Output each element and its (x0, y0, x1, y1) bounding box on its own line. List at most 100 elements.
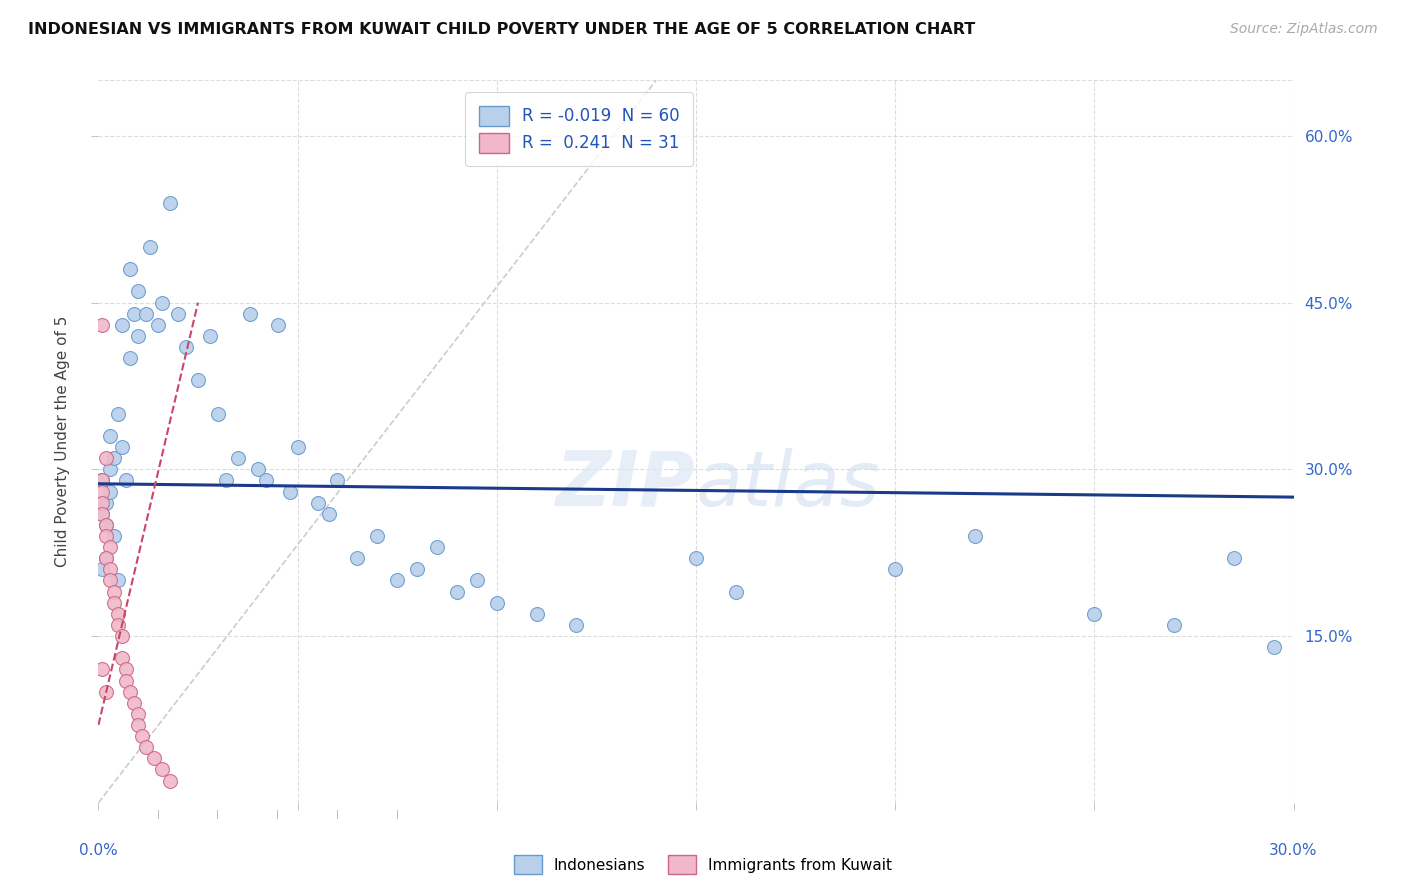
Point (127, 718, 149, 732)
Point (1223, 551, 1246, 566)
Point (207, 407, 229, 421)
Point (963, 529, 986, 543)
Point (131, 729, 153, 743)
Point (91, 496, 114, 510)
Text: |: | (336, 810, 339, 819)
Point (127, 329, 149, 343)
Point (150, 295, 173, 310)
Point (96, 551, 118, 566)
Text: 0.0%: 0.0% (79, 843, 118, 857)
Legend: Indonesians, Immigrants from Kuwait: Indonesians, Immigrants from Kuwait (508, 849, 898, 880)
Point (98, 484, 122, 499)
Point (485, 596, 508, 610)
Point (565, 618, 588, 632)
Point (96, 496, 118, 510)
Text: |: | (276, 810, 280, 819)
Point (187, 373, 209, 387)
Point (96, 551, 118, 566)
Point (226, 451, 249, 466)
Point (135, 740, 157, 755)
Point (1263, 640, 1285, 655)
Point (148, 318, 170, 332)
Text: |: | (395, 810, 399, 819)
Point (239, 307, 262, 321)
Point (159, 195, 181, 210)
Point (150, 763, 173, 777)
Point (98, 540, 122, 554)
Point (159, 773, 181, 788)
Point (385, 574, 409, 588)
Point (96, 517, 118, 532)
Text: |: | (217, 810, 219, 819)
Point (103, 596, 125, 610)
Text: atlas: atlas (696, 448, 880, 522)
Legend: R = -0.019  N = 60, R =  0.241  N = 31: R = -0.019 N = 60, R = 0.241 N = 31 (465, 92, 693, 166)
Point (124, 307, 146, 321)
Point (91, 318, 114, 332)
Point (446, 584, 468, 599)
Text: INDONESIAN VS IMMIGRANTS FROM KUWAIT CHILD POVERTY UNDER THE AGE OF 5 CORRELATIO: INDONESIAN VS IMMIGRANTS FROM KUWAIT CHI… (28, 22, 976, 37)
Point (318, 507, 340, 521)
Point (135, 307, 157, 321)
Point (91, 662, 114, 676)
Point (174, 340, 197, 354)
Text: |: | (156, 810, 160, 819)
Point (139, 240, 162, 254)
Point (115, 662, 138, 676)
Point (1083, 607, 1105, 621)
Point (346, 551, 368, 566)
Point (91, 474, 114, 488)
Point (107, 407, 129, 421)
Point (120, 351, 142, 366)
Point (215, 474, 238, 488)
Point (91, 474, 114, 488)
Point (98, 574, 122, 588)
Point (98, 429, 122, 443)
Point (287, 440, 309, 454)
Point (526, 607, 548, 621)
Point (465, 574, 488, 588)
Point (326, 474, 349, 488)
Point (685, 551, 707, 566)
Point (96, 517, 118, 532)
Point (96, 529, 118, 543)
Point (111, 651, 134, 665)
Point (406, 562, 429, 576)
Point (120, 262, 142, 277)
Point (115, 673, 138, 688)
Point (198, 329, 221, 343)
Point (111, 440, 134, 454)
Point (96, 684, 118, 698)
Point (91, 507, 114, 521)
Point (103, 451, 125, 466)
Text: 30.0%: 30.0% (1270, 843, 1317, 857)
Point (724, 584, 747, 599)
Point (1163, 618, 1185, 632)
Point (426, 540, 449, 554)
Point (884, 562, 907, 576)
Y-axis label: Child Poverty Under the Age of 5: Child Poverty Under the Age of 5 (55, 316, 70, 567)
Point (91, 507, 114, 521)
Point (96, 451, 118, 466)
Point (120, 684, 142, 698)
Point (366, 529, 388, 543)
Point (98, 562, 122, 576)
Text: ZIP: ZIP (557, 448, 696, 522)
Point (103, 529, 125, 543)
Point (246, 462, 269, 476)
Point (307, 496, 329, 510)
Point (115, 474, 138, 488)
Point (124, 696, 146, 710)
Point (107, 607, 129, 621)
Point (127, 285, 149, 299)
Text: Source: ZipAtlas.com: Source: ZipAtlas.com (1230, 22, 1378, 37)
Point (111, 629, 134, 643)
Point (267, 318, 290, 332)
Point (107, 618, 129, 632)
Point (91, 562, 114, 576)
Point (103, 584, 125, 599)
Point (107, 574, 129, 588)
Point (111, 318, 134, 332)
Point (91, 484, 114, 499)
Point (143, 751, 166, 765)
